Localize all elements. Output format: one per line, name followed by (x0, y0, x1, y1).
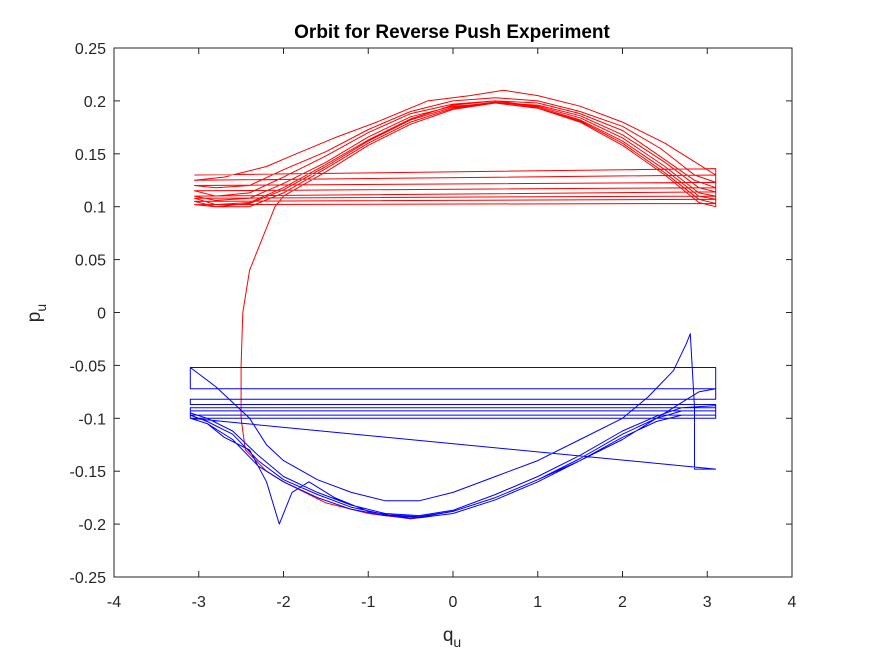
x-axis-label: qu (443, 625, 461, 650)
plot-area (113, 47, 793, 578)
x-axis-ticks: -4 -3 -2 -1 0 1 2 3 4 (107, 48, 797, 611)
y-axis-ticks: -0.25 -0.2 -0.15 -0.1 -0.05 0 0.05 0.1 0.15 0.2 0.… (70, 41, 792, 587)
y-axis-label-base: p (24, 312, 45, 323)
y-tick-label: 0.25 (75, 41, 106, 58)
lower-orbit-line (189, 333, 717, 525)
x-axis-label-sub: u (453, 634, 461, 650)
x-tick-label: -3 (192, 594, 206, 611)
y-tick-label: -0.15 (70, 464, 107, 481)
x-tick-label: -1 (361, 594, 375, 611)
y-tick-label: -0.1 (78, 411, 106, 428)
y-axis-label: pu (24, 304, 49, 322)
y-tick-label: -0.25 (70, 570, 107, 587)
x-tick-label: 1 (533, 594, 542, 611)
x-tick-label: 2 (618, 594, 627, 611)
y-tick-label: -0.2 (78, 517, 106, 534)
x-tick-label: 4 (788, 594, 797, 611)
y-tick-label: 0.15 (75, 147, 106, 164)
y-tick-label: 0.05 (75, 253, 106, 270)
upper-orbit-line (194, 89, 717, 520)
y-axis-label-sub: u (33, 304, 49, 312)
chart-title: Orbit for Reverse Push Experiment (294, 22, 610, 43)
y-tick-label: 0.2 (84, 94, 106, 111)
y-tick-label: -0.05 (70, 358, 107, 375)
x-tick-label: 0 (449, 594, 458, 611)
y-tick-label: 0.1 (84, 200, 106, 217)
x-tick-label: 3 (703, 594, 712, 611)
y-tick-label: 0 (97, 306, 106, 323)
x-tick-label: -4 (107, 594, 121, 611)
series-layer (189, 89, 717, 525)
x-tick-label: -2 (276, 594, 290, 611)
x-axis-label-base: q (443, 625, 454, 646)
